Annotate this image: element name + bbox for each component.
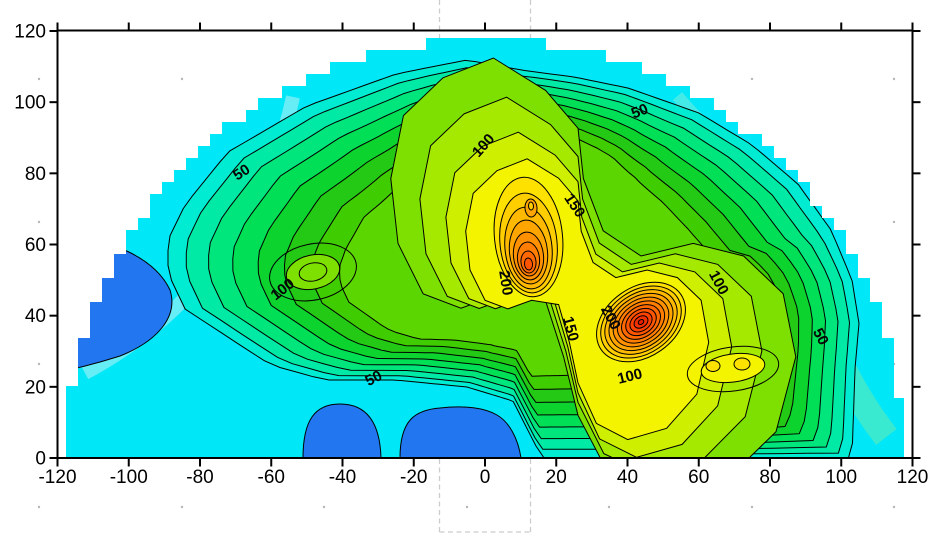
x-axis-label: 20 xyxy=(546,467,567,488)
east-lobe-ring-130 xyxy=(686,345,780,393)
contour-label-50: 50 xyxy=(809,325,832,348)
contour-label-200: 200 xyxy=(495,269,516,296)
x-axis-label: 40 xyxy=(617,467,638,488)
y-axis-label: 0 xyxy=(35,449,46,470)
peak1-shoulder-dip-core xyxy=(527,201,535,211)
contour-label-50: 50 xyxy=(230,161,253,184)
contour-label-100: 100 xyxy=(616,365,644,388)
left-high-core xyxy=(285,253,341,291)
ruler-grid-dot xyxy=(892,220,896,224)
x-axis-label: 100 xyxy=(825,467,857,488)
low-blue-bottom-left xyxy=(302,403,382,458)
x-axis-label: 60 xyxy=(688,467,709,488)
x-axis-label: -20 xyxy=(400,467,427,488)
contour-label-150: 150 xyxy=(559,315,582,344)
y-axis-label: 40 xyxy=(25,306,46,327)
left-high-ring-100 xyxy=(269,242,357,302)
y-axis-label: 120 xyxy=(14,22,46,43)
x-axis-label: -100 xyxy=(110,467,148,488)
x-axis-label: 80 xyxy=(759,467,780,488)
axes: -120 -100 -80 -60 -40 -20 0 20 40 60 80 100 120 0 20 40… xyxy=(14,22,928,488)
ruler-grid-dot xyxy=(37,505,41,509)
ruler-grid-dot xyxy=(465,505,469,509)
ruler-grid-dot xyxy=(607,505,611,509)
east-lobe-core-w xyxy=(705,360,721,372)
left-high-inner-ring xyxy=(298,262,328,282)
y-axis-label: 80 xyxy=(25,164,46,185)
y-axis-label: 60 xyxy=(25,235,46,256)
ruler-grid-dot xyxy=(892,77,896,81)
east-lobe-core-e xyxy=(733,357,751,371)
ruler-grid-dot xyxy=(750,505,754,509)
contour-fill-layers xyxy=(66,38,904,458)
x-axis-label: 0 xyxy=(480,467,491,488)
contour-label-50: 50 xyxy=(362,367,385,390)
x-axis-label: -120 xyxy=(38,467,76,488)
ruler-grid-dot xyxy=(180,77,184,81)
y-axis-label: 20 xyxy=(25,377,46,398)
x-axis-label: -60 xyxy=(258,467,285,488)
ruler-grid-dot xyxy=(750,77,754,81)
x-axis-label: 120 xyxy=(897,467,929,488)
ruler-grid-dot xyxy=(180,505,184,509)
x-axis-label: -40 xyxy=(329,467,356,488)
y-axis-label: 100 xyxy=(14,93,46,114)
low-blue-bottom-center xyxy=(399,406,522,458)
peak2-ring-250 xyxy=(637,319,645,325)
ruler-grid-dot xyxy=(37,362,41,366)
ruler-grid-dot xyxy=(322,505,326,509)
peak1-ring-220 xyxy=(523,257,534,271)
ruler-grid-dot xyxy=(37,77,41,81)
ruler-grid-dot xyxy=(37,220,41,224)
contour-label-50: 50 xyxy=(629,101,651,123)
x-axis-label: -80 xyxy=(186,467,213,488)
ruler-grid-dot xyxy=(892,505,896,509)
